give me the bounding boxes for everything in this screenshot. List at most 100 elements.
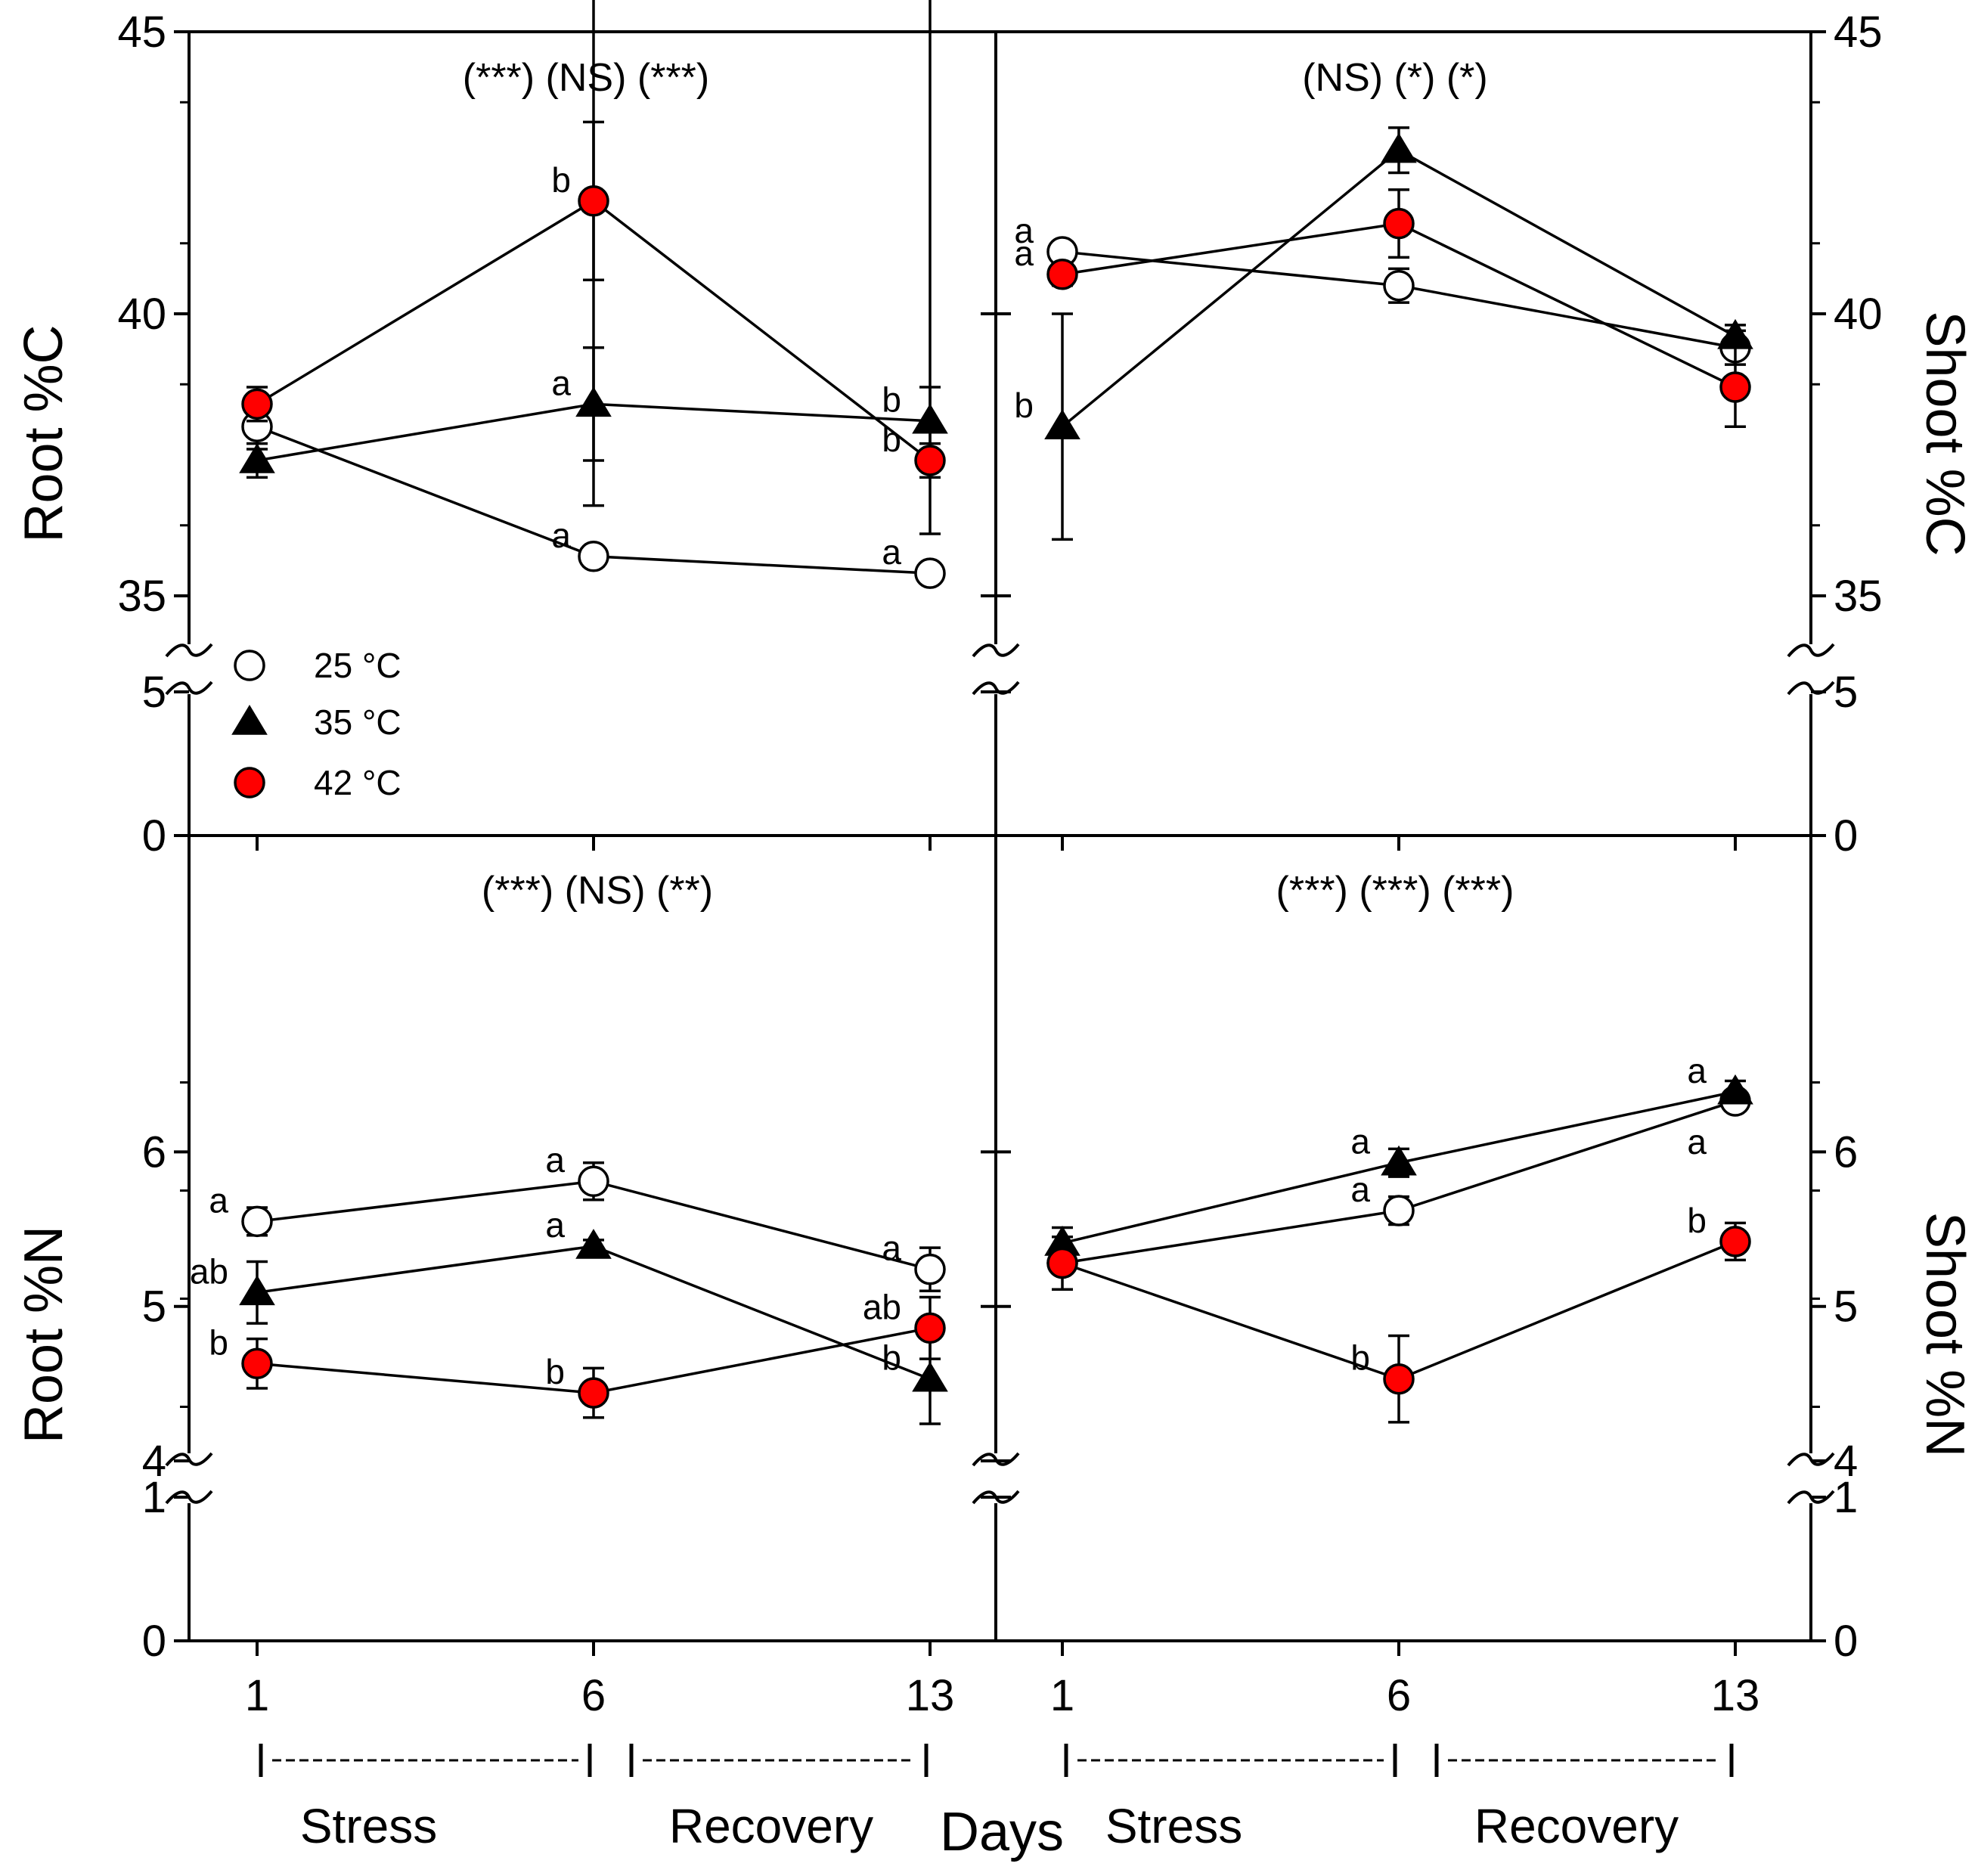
panel-top-right: 45 40 35 5 0 Shoot %C (NS) (*) (*) a b a — [981, 8, 1975, 860]
y-axis-title: Root %C — [14, 324, 74, 542]
data-point — [239, 1275, 275, 1306]
series-line — [256, 1245, 931, 1381]
y-tick-label: 4 — [1834, 1437, 1858, 1486]
phase-label: Recovery — [1474, 1799, 1679, 1853]
phase-label: Recovery — [669, 1799, 873, 1853]
data-point — [1717, 318, 1753, 349]
series-25C: aaa — [209, 1140, 946, 1293]
data-point — [578, 1165, 609, 1197]
data-point — [912, 403, 948, 434]
data-point — [914, 1253, 946, 1285]
legend-item: 25 °C — [234, 646, 401, 685]
axis-break-mark — [165, 681, 213, 696]
x-tick-label: 13 — [906, 1671, 955, 1720]
significance-label: (***) (***) (***) — [1276, 869, 1515, 913]
data-point — [241, 388, 273, 420]
y-tick-label: 35 — [117, 572, 166, 621]
significance-label: (NS) (*) (*) — [1302, 56, 1488, 100]
significance-letter: b — [882, 380, 901, 420]
y-axis-title: Shoot %C — [1914, 311, 1975, 556]
x-axis-title: Days — [940, 1802, 1064, 1862]
phase-label: Stress — [1105, 1799, 1242, 1853]
y-tick-label: 0 — [142, 811, 166, 860]
y-tick-label: 6 — [1834, 1127, 1858, 1177]
data-point — [912, 1361, 948, 1392]
series-35C: b — [1014, 126, 1753, 541]
legend-marker — [234, 767, 265, 798]
significance-label: (***) (NS) (***) — [463, 56, 709, 100]
series-42C: a — [1014, 188, 1751, 428]
significance-letter: a — [1687, 1051, 1707, 1090]
data-point — [241, 1347, 273, 1380]
significance-letter: b — [209, 1323, 228, 1362]
significance-letter: b — [1350, 1338, 1370, 1378]
significance-letter: b — [551, 160, 571, 200]
data-point — [914, 445, 946, 476]
y-axis-title: Shoot %N — [1914, 1212, 1975, 1457]
data-point — [575, 386, 612, 417]
significance-letter: a — [1014, 234, 1034, 273]
series-42C: b b ab — [209, 1287, 946, 1419]
series-25C: aa — [1046, 1085, 1751, 1279]
legend-unit: °C — [362, 702, 401, 742]
data-point — [914, 557, 946, 589]
data-point — [1044, 409, 1080, 439]
significance-letter: ab — [863, 1287, 901, 1326]
series-35C: aa — [1044, 1051, 1753, 1260]
legend: 25 °C35 °C42 °C — [231, 646, 401, 802]
y-tick-label: 4 — [142, 1437, 166, 1486]
y-tick-label: 1 — [1834, 1473, 1858, 1522]
data-point — [1719, 1226, 1751, 1257]
significance-letter: b — [1014, 386, 1034, 425]
data-point — [1383, 1195, 1415, 1226]
data-point — [1383, 207, 1415, 240]
y-tick-label: 45 — [1834, 8, 1883, 57]
y-tick-label: 45 — [117, 8, 166, 57]
legend-item: 42 °C — [234, 763, 401, 802]
significance-letter: b — [1687, 1201, 1707, 1240]
legend-temp: 25 — [314, 646, 362, 685]
legend-label: 25 °C — [314, 646, 401, 685]
significance-letter: a — [545, 1205, 565, 1245]
legend-unit: °C — [362, 646, 401, 685]
y-tick-label: 35 — [1834, 572, 1883, 621]
y-tick-label: 40 — [117, 290, 166, 339]
x-tick-label: 13 — [1711, 1671, 1760, 1720]
data-point — [914, 1312, 946, 1344]
significance-letter: a — [545, 1140, 565, 1180]
significance-letter: b — [882, 420, 901, 459]
significance-label: (***) (NS) (**) — [482, 869, 713, 913]
x-axis-footer: Stress Recovery Stress Recovery Days — [259, 1744, 1734, 1862]
significance-letter: a — [1350, 1170, 1370, 1209]
y-tick-label: 0 — [1834, 1617, 1858, 1666]
data-point — [1717, 1074, 1753, 1105]
significance-letter: ab — [190, 1251, 228, 1291]
axis-break-mark — [165, 643, 213, 658]
data-point — [1383, 269, 1415, 302]
x-tick-label: 1 — [245, 1671, 269, 1720]
data-point — [239, 443, 275, 473]
significance-letter: a — [1350, 1122, 1370, 1161]
x-tick-label: 1 — [1050, 1671, 1074, 1720]
significance-letter: a — [882, 1229, 901, 1268]
y-axis-title: Root %N — [14, 1226, 74, 1443]
axis-break-mark — [1787, 643, 1835, 658]
data-point — [578, 1377, 609, 1409]
legend-marker — [231, 705, 268, 735]
x-tick-label: 6 — [581, 1671, 606, 1720]
y-tick-label: 5 — [1834, 1282, 1858, 1332]
phase-label: Stress — [300, 1799, 437, 1853]
significance-letter: a — [1687, 1122, 1707, 1161]
axis-break-mark — [972, 643, 1020, 658]
series-line — [1062, 1099, 1736, 1265]
series-42C: bb — [241, 120, 946, 479]
legend-temp: 42 — [314, 763, 362, 802]
significance-letter: a — [209, 1180, 228, 1220]
x-tick-label: 6 — [1387, 1671, 1411, 1720]
legend-label: 42 °C — [314, 763, 401, 802]
